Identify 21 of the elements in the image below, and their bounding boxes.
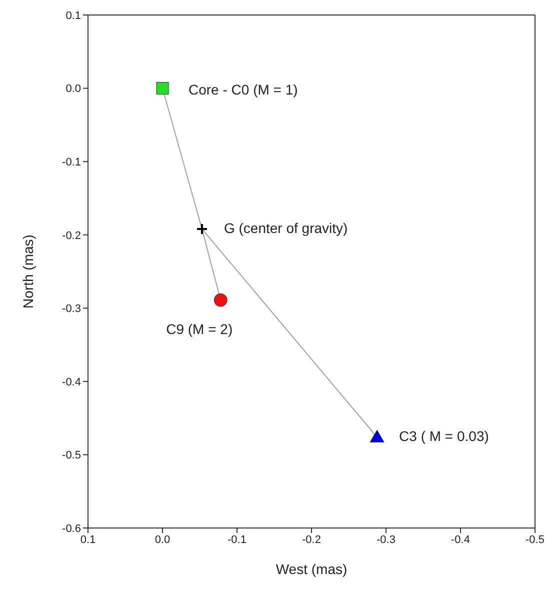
annotation: C3 ( M = 0.03): [399, 428, 489, 444]
x-tick-label: -0.4: [451, 534, 470, 546]
x-tick-label: -0.5: [526, 534, 544, 546]
y-tick-label: -0.3: [62, 303, 81, 316]
annotation: G (center of gravity): [224, 220, 348, 236]
y-axis-title: North (mas): [20, 234, 36, 308]
y-tick-label: 0.0: [66, 83, 81, 96]
annotation: C9 (M = 2): [166, 321, 233, 338]
y-tick-label: -0.6: [62, 522, 81, 535]
y-tick-label: -0.1: [62, 156, 81, 168]
annotation: Core - C0 (M = 1): [188, 81, 298, 98]
x-tick-label: 0.1: [80, 534, 96, 546]
x-tick-label: -0.2: [302, 534, 321, 546]
y-tick-label: -0.2: [62, 230, 81, 242]
y-tick-label: 0.1: [66, 10, 81, 22]
x-tick-label: -0.1: [228, 534, 246, 546]
y-tick-label: -0.5: [62, 450, 81, 462]
x-axis-title: West (mas): [276, 561, 348, 577]
x-tick-label: 0.0: [154, 534, 170, 546]
y-tick-label: -0.4: [62, 376, 81, 388]
x-tick-label: -0.3: [376, 534, 396, 546]
